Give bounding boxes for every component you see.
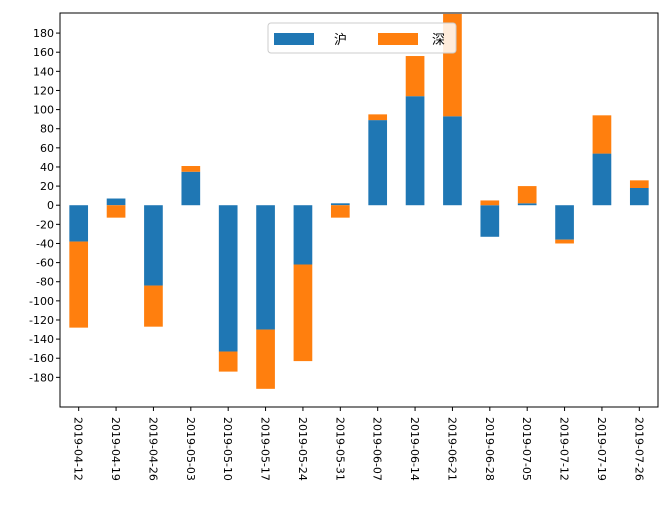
y-tick-label: -20 [36, 218, 54, 231]
y-tick-label: -120 [29, 314, 54, 327]
legend-label-hu: 沪 [334, 32, 347, 48]
bar-hu-2019-04-19 [106, 198, 126, 206]
bar-shen-2019-04-19 [106, 205, 126, 218]
x-tick-label: 2019-04-26 [146, 417, 159, 481]
bar-shen-2019-07-19 [592, 115, 612, 154]
bar-hu-2019-07-26 [629, 188, 649, 206]
x-axis: 2019-04-12 2019-04-19 2019-04-26 2019-05-03… [72, 407, 645, 481]
x-tick-label: 2019-04-12 [72, 417, 85, 481]
x-tick-label: 2019-04-19 [109, 417, 122, 481]
bar-hu-2019-05-03 [181, 171, 201, 206]
bar-shen-2019-05-24 [293, 264, 313, 362]
bar-hu-2019-07-05 [517, 203, 537, 206]
y-tick-label: -140 [29, 333, 54, 346]
bar-hu-2019-07-12 [555, 205, 574, 240]
bar-shen-2019-05-17 [256, 329, 275, 389]
x-tick-label: 2019-07-26 [632, 417, 645, 481]
bar-shen-2019-05-31 [330, 205, 350, 218]
y-tick-label: 180 [33, 27, 54, 40]
legend-box [267, 22, 457, 54]
y-tick-label: -40 [36, 237, 54, 250]
y-tick-label: -60 [36, 257, 54, 270]
y-tick-label: -80 [36, 276, 54, 289]
bar-hu-2019-05-10 [218, 205, 238, 352]
y-tick-label: 20 [40, 180, 54, 193]
legend-swatch-shen [378, 33, 418, 45]
y-tick-label: 120 [33, 84, 54, 97]
y-tick-label: -180 [29, 371, 54, 384]
bar-hu-2019-05-31 [330, 203, 350, 206]
y-tick-label: 60 [40, 142, 54, 155]
x-tick-label: 2019-05-10 [221, 417, 234, 481]
x-tick-label: 2019-07-05 [520, 417, 533, 481]
bar-hu-2019-05-24 [293, 205, 313, 265]
y-tick-label: 0 [47, 199, 54, 212]
x-tick-label: 2019-07-12 [558, 417, 571, 481]
bar-hu-2019-06-21 [443, 116, 462, 206]
legend-label-shen: 深 [432, 33, 445, 48]
bar-shen-2019-06-28 [480, 200, 500, 206]
y-tick-label: -100 [29, 295, 54, 308]
bar-shen-2019-04-12 [69, 241, 89, 328]
bar-shen-2019-07-05 [517, 186, 537, 204]
y-tick-label: 140 [33, 65, 54, 78]
x-tick-label: 2019-05-24 [296, 417, 309, 481]
x-tick-label: 2019-05-31 [333, 417, 346, 481]
x-tick-label: 2019-05-03 [184, 417, 197, 481]
y-tick-label: 160 [33, 46, 54, 59]
bar-hu-2019-06-28 [480, 205, 500, 237]
bar-shen-2019-05-10 [218, 351, 238, 372]
bar-shen-2019-07-12 [555, 239, 574, 244]
plot-frame [59, 12, 659, 408]
y-tick-label: -160 [29, 352, 54, 365]
x-tick-label: 2019-07-19 [595, 417, 608, 481]
bar-shen-2019-05-03 [181, 166, 201, 172]
bar-shen-2019-06-07 [368, 114, 388, 121]
x-tick-label: 2019-06-28 [483, 417, 496, 481]
x-tick-label: 2019-06-14 [408, 417, 421, 481]
bar-hu-2019-05-17 [256, 205, 275, 330]
y-tick-label: 80 [40, 123, 54, 136]
y-tick-label: 100 [33, 104, 54, 117]
bar-hu-2019-07-19 [592, 153, 612, 206]
legend-swatch-hu [274, 33, 314, 45]
bar-hu-2019-04-26 [144, 205, 163, 286]
x-tick-label: 2019-05-17 [259, 417, 272, 481]
y-axis: -180 -160 -140 -120 -100 -80 -60 -40 -20 0 20 40 60 8… [29, 27, 60, 384]
y-tick-label: 40 [40, 161, 54, 174]
legend: 沪 深 [267, 22, 457, 54]
bars-group [69, 13, 649, 389]
bar-shen-2019-07-26 [629, 180, 649, 188]
x-tick-label: 2019-06-07 [371, 417, 384, 481]
bar-shen-2019-04-26 [144, 285, 163, 327]
bar-hu-2019-06-14 [405, 96, 425, 206]
bar-shen-2019-06-14 [405, 56, 425, 97]
bar-hu-2019-06-07 [368, 120, 388, 206]
x-tick-label: 2019-06-21 [445, 417, 458, 481]
bar-hu-2019-04-12 [69, 205, 89, 242]
